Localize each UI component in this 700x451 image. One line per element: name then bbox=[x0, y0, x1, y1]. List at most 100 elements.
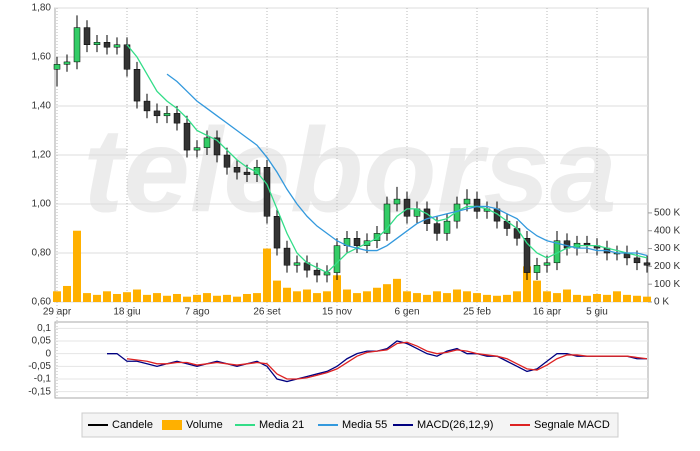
x-tick-label: 25 feb bbox=[463, 307, 491, 318]
candle-body bbox=[313, 269, 321, 276]
volume-bar bbox=[153, 293, 161, 302]
x-tick-label: 29 apr bbox=[43, 307, 72, 318]
volume-bar bbox=[193, 294, 201, 302]
volume-bar bbox=[103, 291, 111, 302]
y-tick-label: 1,20 bbox=[32, 150, 52, 161]
candle-body bbox=[263, 167, 271, 217]
volume-bar bbox=[503, 294, 511, 302]
x-tick-label: 26 set bbox=[253, 307, 280, 318]
candle-body bbox=[193, 147, 201, 151]
volume-bar bbox=[73, 230, 81, 302]
volume-bar bbox=[623, 294, 631, 302]
volume-bar bbox=[423, 294, 431, 302]
candle-body bbox=[163, 113, 171, 117]
volume-bar bbox=[573, 294, 581, 302]
candle-body bbox=[123, 44, 131, 70]
y2-tick-label: 100 K bbox=[654, 279, 680, 290]
y-tick-label: 0,60 bbox=[32, 297, 52, 308]
volume-bar bbox=[463, 291, 471, 302]
candle-body bbox=[533, 265, 541, 273]
volume-bar bbox=[63, 285, 71, 302]
volume-bar bbox=[203, 293, 211, 302]
volume-bar bbox=[123, 292, 131, 302]
candle-body bbox=[293, 262, 301, 266]
y-tick-label: -0,15 bbox=[28, 386, 51, 397]
candle-body bbox=[433, 223, 441, 234]
volume-bar bbox=[173, 293, 181, 302]
candle-body bbox=[223, 154, 231, 168]
volume-bar bbox=[583, 295, 591, 302]
volume-bar bbox=[483, 294, 491, 302]
legend-swatch bbox=[162, 420, 182, 430]
x-tick-label: 18 giu bbox=[113, 307, 140, 318]
volume-bar bbox=[283, 287, 291, 302]
candle-body bbox=[83, 27, 91, 45]
volume-bar bbox=[113, 293, 121, 302]
ma-line bbox=[166, 73, 648, 257]
candle-body bbox=[513, 228, 521, 239]
volume-bar bbox=[143, 294, 151, 302]
y2-tick-label: 300 K bbox=[654, 243, 680, 254]
y2-tick-label: 400 K bbox=[654, 225, 680, 236]
x-tick-label: 7 ago bbox=[184, 307, 209, 318]
volume-bar bbox=[473, 293, 481, 302]
legend-label: Segnale MACD bbox=[534, 419, 610, 431]
y2-tick-label: 0 K bbox=[654, 297, 669, 308]
volume-bar bbox=[83, 293, 91, 302]
x-tick-label: 6 gen bbox=[394, 307, 419, 318]
candle-body bbox=[523, 238, 531, 273]
candle-body bbox=[383, 203, 391, 234]
volume-bar bbox=[243, 293, 251, 302]
y-tick-label: 0,80 bbox=[32, 248, 52, 259]
volume-bar bbox=[453, 289, 461, 302]
candle-body bbox=[203, 137, 211, 148]
candle-body bbox=[333, 245, 341, 273]
candle-body bbox=[643, 262, 651, 266]
legend-label: Volume bbox=[186, 419, 223, 431]
y2-tick-label: 200 K bbox=[654, 261, 680, 272]
y-tick-label: 0,05 bbox=[32, 336, 52, 347]
candle-body bbox=[373, 233, 381, 241]
x-tick-label: 15 nov bbox=[322, 307, 352, 318]
volume-bar bbox=[133, 289, 141, 302]
volume-bar bbox=[163, 295, 171, 302]
volume-bar bbox=[513, 291, 521, 302]
legend-label: Media 55 bbox=[342, 419, 387, 431]
volume-bar bbox=[343, 289, 351, 302]
y-tick-label: 0,1 bbox=[37, 323, 51, 334]
volume-bar bbox=[233, 296, 241, 302]
volume-bar bbox=[353, 293, 361, 302]
volume-bar bbox=[393, 278, 401, 302]
macd-line bbox=[126, 341, 648, 380]
y-tick-label: 1,00 bbox=[32, 199, 52, 210]
candle-body bbox=[53, 64, 61, 70]
candle-body bbox=[463, 198, 471, 205]
candle-body bbox=[173, 113, 181, 124]
legend-label: Candele bbox=[112, 419, 153, 431]
candle-body bbox=[113, 44, 121, 48]
legend-label: Media 21 bbox=[259, 419, 304, 431]
candle-body bbox=[403, 198, 411, 217]
candle-body bbox=[133, 69, 141, 102]
volume-bar bbox=[593, 293, 601, 302]
watermark: teleborsa bbox=[83, 104, 617, 238]
candle-body bbox=[273, 216, 281, 249]
volume-bar bbox=[253, 293, 261, 302]
candle-body bbox=[353, 238, 361, 246]
volume-bar bbox=[633, 295, 641, 302]
candle-body bbox=[473, 198, 481, 212]
ma-line bbox=[126, 44, 648, 274]
candle-body bbox=[213, 137, 221, 156]
candle-body bbox=[283, 247, 291, 266]
volume-bar bbox=[333, 275, 341, 302]
candle-body bbox=[543, 262, 551, 266]
candle-body bbox=[423, 208, 431, 224]
volume-bar bbox=[523, 266, 531, 302]
volume-bar bbox=[53, 291, 61, 302]
candle-body bbox=[443, 220, 451, 234]
y2-tick-label: 500 K bbox=[654, 208, 680, 219]
volume-bar bbox=[493, 295, 501, 302]
candle-body bbox=[183, 122, 191, 151]
volume-bar bbox=[543, 291, 551, 302]
